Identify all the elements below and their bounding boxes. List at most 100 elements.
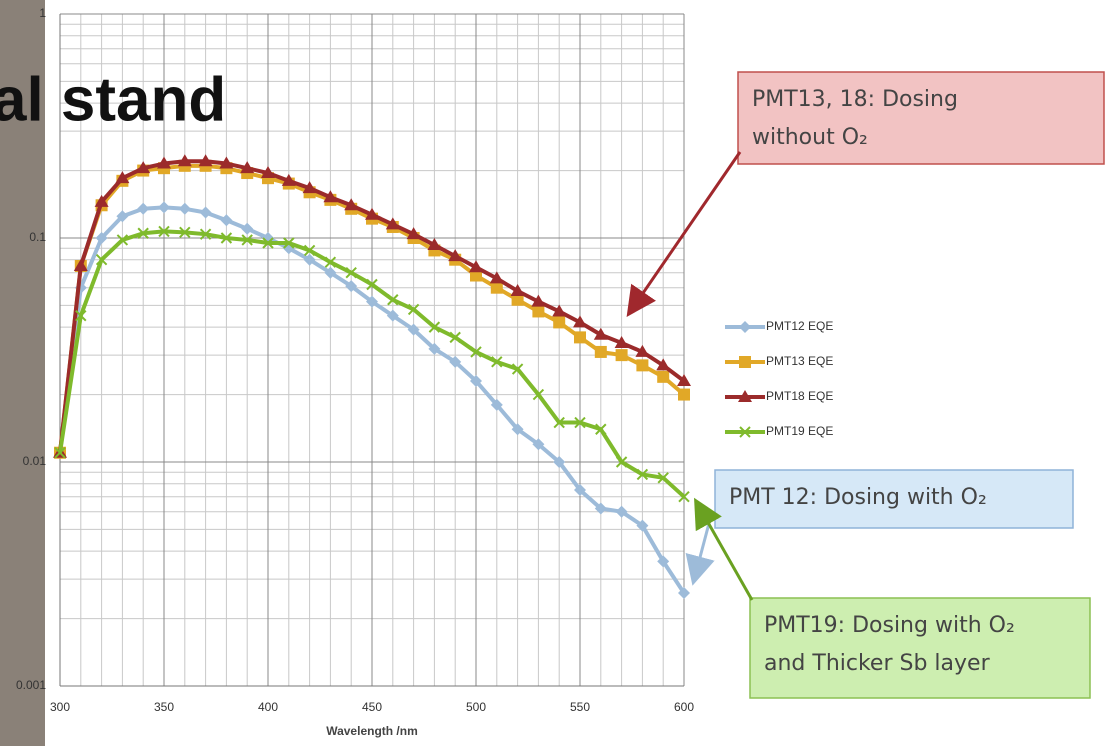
legend-label: PMT13 EQE	[766, 354, 833, 368]
marker	[198, 154, 213, 167]
x-tick-label: 550	[570, 700, 590, 714]
marker	[366, 278, 378, 291]
marker	[511, 293, 524, 306]
x-axis-label: Wavelength /nm	[326, 724, 418, 738]
marker	[531, 294, 546, 307]
marker	[116, 210, 129, 223]
marker	[73, 258, 88, 271]
y-tick-label: 0.1	[29, 230, 46, 244]
legend-label: PMT18 EQE	[766, 389, 833, 403]
marker	[262, 237, 274, 249]
callout-text: PMT19: Dosing with O₂	[764, 613, 1015, 638]
marker	[240, 161, 255, 174]
marker	[95, 232, 108, 244]
callout-arrow	[694, 497, 754, 601]
marker	[636, 519, 649, 532]
x-tick-label: 600	[674, 700, 694, 714]
marker	[199, 228, 212, 240]
marker	[448, 249, 463, 262]
marker	[386, 309, 399, 322]
marker	[615, 505, 628, 518]
marker	[324, 266, 337, 279]
marker	[594, 502, 607, 515]
plot-area	[45, 0, 705, 746]
marker	[739, 426, 751, 438]
marker	[469, 260, 483, 273]
marker	[158, 201, 170, 214]
marker	[574, 483, 586, 496]
marker	[595, 423, 607, 435]
callout-text: without O₂	[752, 125, 868, 150]
marker	[490, 281, 503, 294]
marker	[615, 349, 628, 362]
marker	[614, 335, 629, 348]
marker	[428, 321, 441, 333]
x-tick-label: 400	[258, 700, 278, 714]
marker	[345, 280, 358, 293]
callout-text: PMT13, 18: Dosing	[752, 87, 958, 112]
marker	[470, 269, 482, 282]
legend-label: PMT19 EQE	[766, 424, 833, 438]
marker	[158, 225, 170, 238]
marker	[303, 253, 316, 266]
marker	[406, 227, 421, 240]
marker	[177, 154, 192, 167]
marker	[491, 356, 503, 368]
marker	[281, 173, 296, 186]
marker	[657, 555, 670, 568]
callout-text: and Thicker Sb layer	[764, 651, 991, 676]
marker	[385, 217, 400, 230]
y-tick-label: 0.01	[23, 454, 47, 468]
marker	[593, 327, 608, 340]
callout-text: PMT 12: Dosing with O₂	[729, 485, 987, 510]
marker	[636, 359, 649, 372]
marker	[345, 266, 357, 279]
marker	[553, 416, 565, 429]
marker	[137, 202, 150, 215]
marker	[137, 227, 149, 239]
marker	[220, 214, 233, 227]
marker	[489, 271, 504, 284]
marker	[553, 316, 566, 329]
marker	[594, 345, 607, 358]
marker	[219, 156, 234, 169]
marker	[387, 294, 399, 306]
marker	[220, 232, 233, 244]
legend-label: PMT12 EQE	[766, 319, 833, 333]
callout-box	[714, 469, 1074, 529]
marker	[738, 390, 752, 402]
marker	[407, 323, 420, 336]
marker	[677, 373, 691, 386]
marker	[302, 181, 317, 194]
marker	[116, 234, 129, 246]
marker	[574, 416, 586, 429]
marker	[510, 283, 525, 296]
marker	[261, 166, 275, 179]
marker	[344, 198, 359, 211]
marker	[636, 468, 649, 481]
marker	[366, 295, 378, 308]
marker	[739, 356, 751, 368]
marker	[136, 161, 151, 174]
marker	[470, 346, 482, 358]
marker	[678, 490, 690, 503]
marker	[552, 304, 567, 317]
marker	[241, 222, 254, 235]
marker	[365, 207, 379, 220]
marker	[324, 256, 337, 268]
marker	[54, 447, 66, 459]
marker	[157, 156, 171, 169]
marker	[283, 237, 295, 249]
marker	[428, 342, 441, 355]
callout-box	[737, 71, 1105, 165]
marker	[511, 423, 524, 436]
marker	[657, 472, 669, 484]
marker	[574, 331, 586, 344]
marker	[241, 234, 253, 246]
marker	[573, 315, 587, 328]
marker	[94, 194, 109, 207]
marker	[178, 202, 191, 215]
marker	[303, 244, 316, 257]
marker	[657, 370, 670, 383]
